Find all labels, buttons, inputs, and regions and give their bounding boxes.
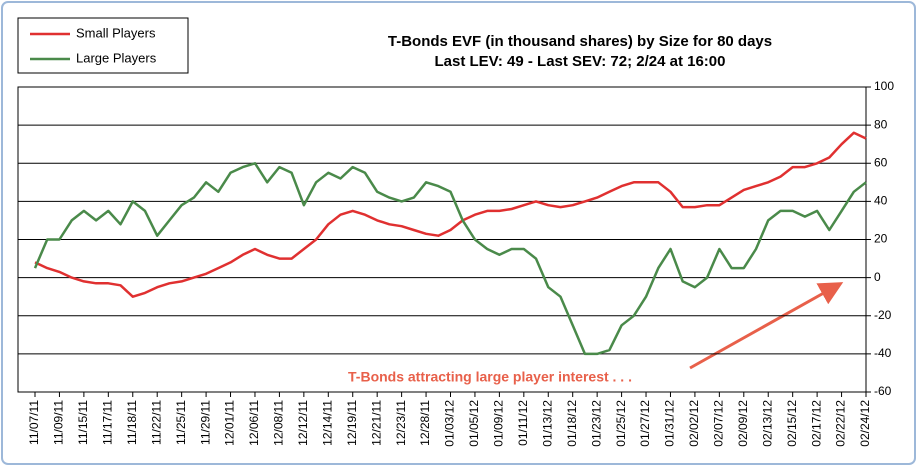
legend-label: Large Players: [76, 50, 157, 65]
annotation: T-Bonds attracting large player interest…: [348, 369, 632, 385]
x-tick-label: 12/28/11: [418, 400, 432, 446]
y-tick-label: 100: [874, 79, 894, 93]
x-tick-label: 12/08/11: [272, 400, 286, 446]
y-tick-label: 20: [874, 232, 888, 246]
x-tick-label: 02/15/12: [785, 400, 799, 447]
x-tick-label: 02/24/12: [858, 400, 872, 447]
x-tick-label: 12/01/11: [223, 400, 237, 446]
y-tick-label: 40: [874, 194, 888, 208]
x-tick-label: 12/12/11: [296, 400, 310, 446]
x-tick-label: 01/05/12: [467, 400, 481, 447]
x-tick-label: 11/17/11: [100, 400, 114, 445]
x-tick-label: 01/18/12: [565, 400, 579, 447]
x-tick-label: 02/13/12: [760, 400, 774, 447]
y-tick-label: 0: [874, 270, 881, 284]
y-tick-label: 60: [874, 155, 888, 169]
chart-subtitle: Last LEV: 49 - Last SEV: 72; 2/24 at 16:…: [435, 53, 726, 70]
x-tick-label: 11/25/11: [174, 400, 188, 445]
x-tick-label: 11/22/11: [149, 400, 163, 445]
legend-label: Small Players: [76, 25, 156, 40]
x-tick-label: 01/25/12: [614, 400, 628, 447]
x-tick-label: 02/22/12: [834, 400, 848, 447]
x-tick-label: 12/06/11: [247, 400, 261, 446]
x-tick-label: 11/15/11: [76, 400, 90, 445]
chart-title: T-Bonds EVF (in thousand shares) by Size…: [388, 33, 772, 50]
x-tick-label: 01/23/12: [589, 400, 603, 447]
x-tick-label: 02/07/12: [712, 400, 726, 447]
x-tick-label: 02/09/12: [736, 400, 750, 447]
x-tick-label: 01/31/12: [663, 400, 677, 447]
y-tick-label: -20: [874, 308, 892, 322]
x-tick-label: 01/03/12: [443, 400, 457, 447]
y-tick-label: -40: [874, 346, 892, 360]
series-line: [33, 162, 867, 356]
x-tick-label: 12/23/11: [394, 400, 408, 446]
x-tick-label: 02/17/12: [809, 400, 823, 447]
legend: [17, 17, 189, 74]
x-tick-label: 12/19/11: [345, 400, 359, 446]
x-tick-label: 11/29/11: [198, 400, 212, 445]
x-tick-label: 01/13/12: [540, 400, 554, 447]
x-tick-label: 11/18/11: [125, 400, 139, 445]
x-tick-label: 01/09/12: [492, 400, 506, 447]
x-tick-label: 01/27/12: [638, 400, 652, 447]
y-tick-label: -60: [874, 384, 892, 398]
x-tick-label: 12/21/11: [369, 400, 383, 446]
x-tick-label: 12/14/11: [320, 400, 334, 446]
x-tick-label: 11/09/11: [52, 400, 66, 445]
x-tick-label: 02/02/12: [687, 400, 701, 447]
y-tick-label: 80: [874, 117, 888, 131]
series-line: [34, 131, 867, 298]
x-tick-label: 01/11/12: [516, 400, 530, 446]
x-tick-label: 11/07/11: [27, 400, 41, 445]
